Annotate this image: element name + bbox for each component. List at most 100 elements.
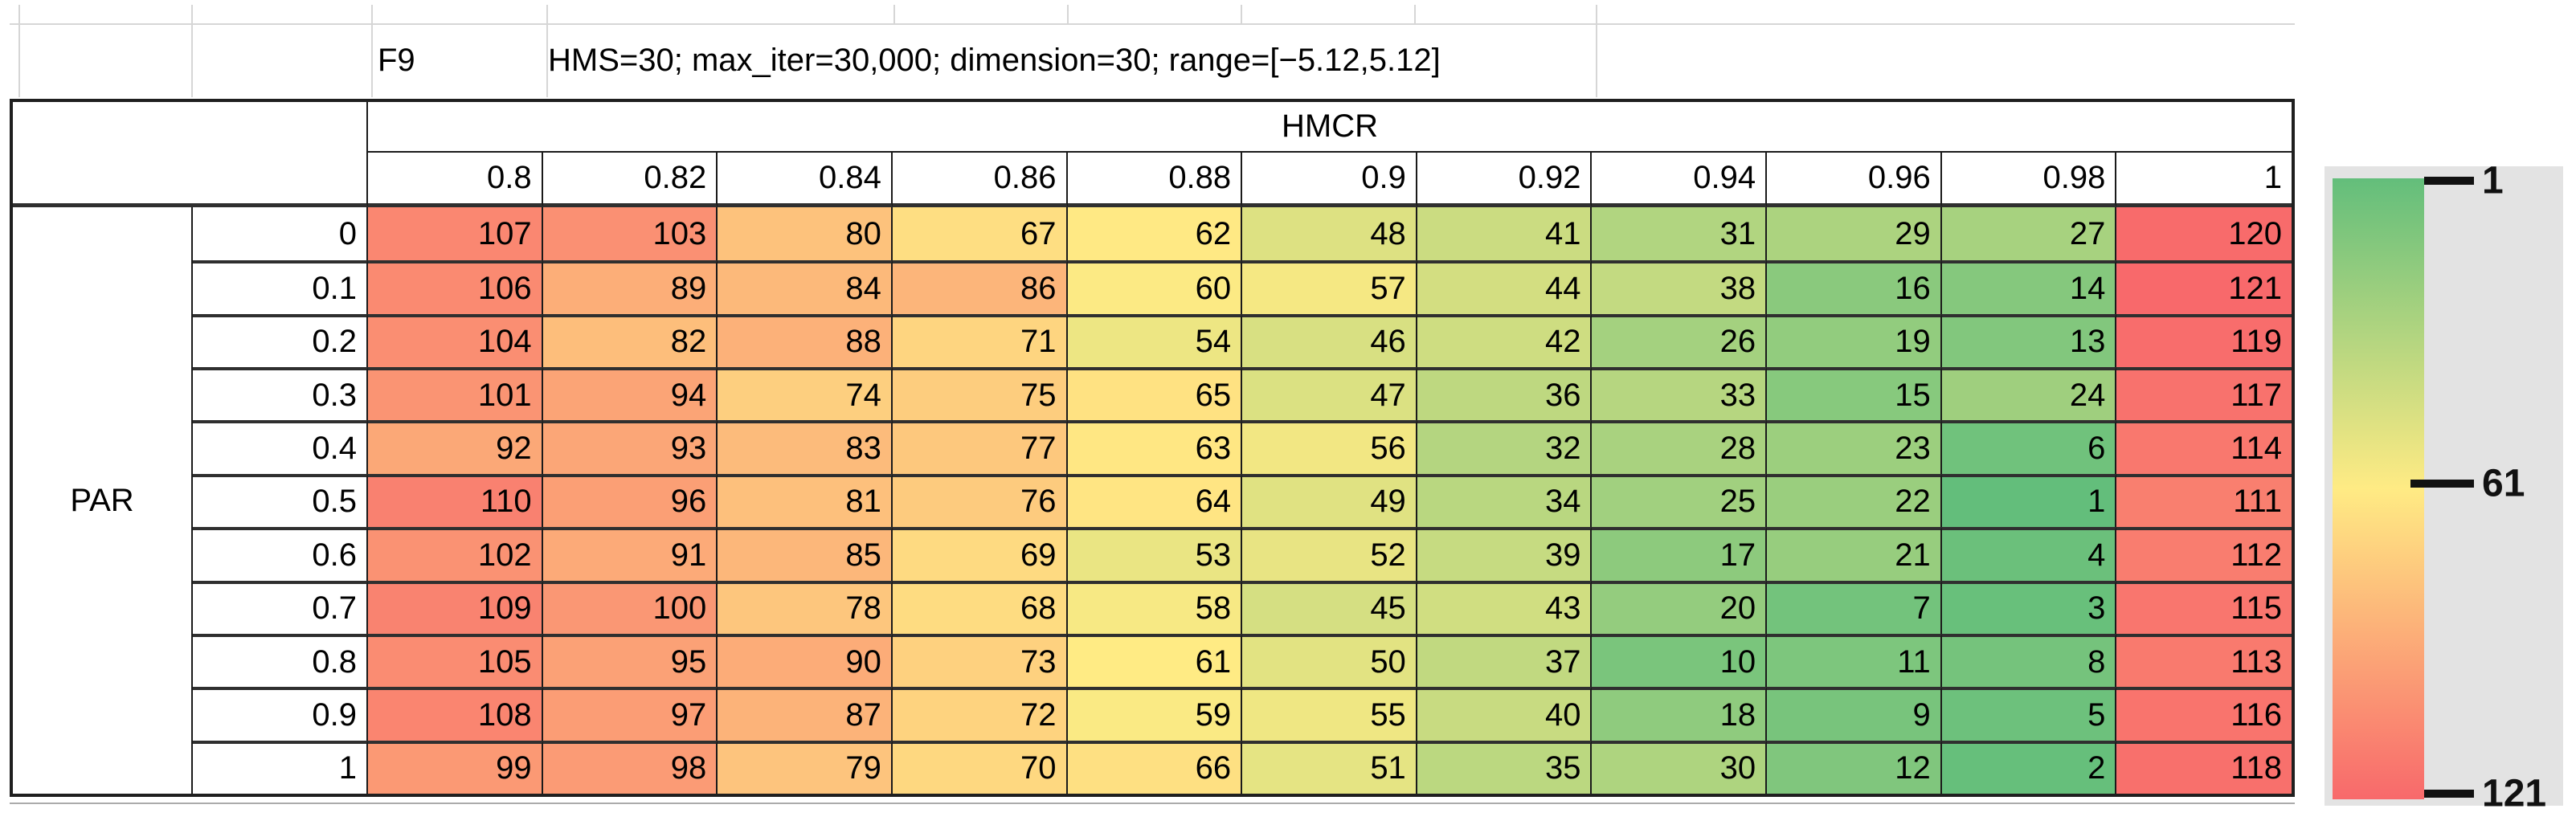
row-label-par-0.9: 0.9 <box>193 687 368 741</box>
col-header-hmcr-0.96: 0.96 <box>1767 153 1942 207</box>
heatmap-cell: 76 <box>892 473 1068 528</box>
heatmap-cell: 117 <box>2116 367 2292 421</box>
heatmap-cell: 5 <box>1941 687 2117 741</box>
sheet-gridline <box>1241 5 1242 23</box>
heatmap-cell: 19 <box>1767 313 1942 368</box>
corner-cell <box>13 102 368 207</box>
heatmap-cell: 33 <box>1592 367 1768 421</box>
heatmap-cell: 4 <box>1941 527 2117 581</box>
heatmap-cell: 105 <box>368 633 543 688</box>
heatmap-cell: 67 <box>892 207 1068 261</box>
heatmap-cell: 16 <box>1767 260 1942 314</box>
heatmap-cell: 23 <box>1767 420 1942 474</box>
heatmap-cell: 44 <box>1417 260 1593 314</box>
col-header-hmcr-0.8: 0.8 <box>368 153 543 207</box>
heatmap-cell: 74 <box>718 367 893 421</box>
heatmap-cell: 109 <box>368 580 543 634</box>
heatmap-cell: 60 <box>1067 260 1243 314</box>
heatmap-cell: 89 <box>542 260 718 314</box>
heatmap-cell: 35 <box>1417 740 1593 794</box>
heatmap-cell: 97 <box>542 687 718 741</box>
heatmap-cell: 64 <box>1067 473 1243 528</box>
legend-tick-top <box>2424 177 2474 185</box>
heatmap-cell: 17 <box>1592 527 1768 581</box>
heatmap-cell: 21 <box>1767 527 1942 581</box>
heatmap-cell: 38 <box>1592 260 1768 314</box>
sheet-gridline <box>18 5 20 97</box>
sheet-gridline <box>546 5 548 97</box>
heatmap-cell: 29 <box>1767 207 1942 261</box>
heatmap-cell: 14 <box>1941 260 2117 314</box>
heatmap-cell: 116 <box>2116 687 2292 741</box>
heatmap-cell: 91 <box>542 527 718 581</box>
heatmap-cell: 78 <box>718 580 893 634</box>
sheet-gridline <box>1414 5 1416 23</box>
experiment-params-cell: HMS=30; max_iter=30,000; dimension=30; r… <box>548 42 1441 78</box>
heatmap-cell: 2 <box>1941 740 2117 794</box>
col-header-hmcr-1: 1 <box>2116 153 2292 207</box>
heatmap-cell: 106 <box>368 260 543 314</box>
heatmap-cell: 118 <box>2116 740 2292 794</box>
par-group-header: PAR <box>13 207 193 794</box>
heatmap-cell: 47 <box>1242 367 1417 421</box>
heatmap-cell: 98 <box>542 740 718 794</box>
col-header-hmcr-0.9: 0.9 <box>1242 153 1417 207</box>
function-id-cell: F9 <box>378 42 415 78</box>
col-header-hmcr-0.94: 0.94 <box>1592 153 1768 207</box>
heatmap-cell: 72 <box>892 687 1068 741</box>
heatmap-cell: 63 <box>1067 420 1243 474</box>
sheet-gridline <box>893 5 895 23</box>
heatmap-cell: 54 <box>1067 313 1243 368</box>
heatmap-cell: 34 <box>1417 473 1593 528</box>
legend-label-mid: 61 <box>2482 462 2525 505</box>
legend-tick-mid <box>2410 480 2474 488</box>
heatmap-cell: 7 <box>1767 580 1942 634</box>
heatmap-cell: 53 <box>1067 527 1243 581</box>
heatmap-cell: 28 <box>1592 420 1768 474</box>
col-header-hmcr-0.84: 0.84 <box>718 153 893 207</box>
row-label-par-0.8: 0.8 <box>193 633 368 688</box>
heatmap-cell: 83 <box>718 420 893 474</box>
heatmap-cell: 121 <box>2116 260 2292 314</box>
heatmap-cell: 20 <box>1592 580 1768 634</box>
heatmap-cell: 93 <box>542 420 718 474</box>
heatmap-cell: 108 <box>368 687 543 741</box>
legend-tick-bottom <box>2424 790 2474 798</box>
heatmap-cell: 57 <box>1242 260 1417 314</box>
heatmap-cell: 120 <box>2116 207 2292 261</box>
heatmap-cell: 39 <box>1417 527 1593 581</box>
heatmap-cell: 113 <box>2116 633 2292 688</box>
heatmap-cell: 30 <box>1592 740 1768 794</box>
heatmap-cell: 1 <box>1941 473 2117 528</box>
col-header-hmcr-0.88: 0.88 <box>1067 153 1243 207</box>
gradient-bar <box>2333 178 2424 799</box>
heatmap-cell: 13 <box>1941 313 2117 368</box>
heatmap-cell: 27 <box>1941 207 2117 261</box>
heatmap-cell: 66 <box>1067 740 1243 794</box>
heatmap-cell: 3 <box>1941 580 2117 634</box>
heatmap-cell: 69 <box>892 527 1068 581</box>
heatmap-cell: 77 <box>892 420 1068 474</box>
heatmap-cell: 36 <box>1417 367 1593 421</box>
heatmap-cell: 8 <box>1941 633 2117 688</box>
col-header-hmcr-0.86: 0.86 <box>892 153 1068 207</box>
heatmap-cell: 102 <box>368 527 543 581</box>
heatmap-cell: 25 <box>1592 473 1768 528</box>
col-header-hmcr-0.92: 0.92 <box>1417 153 1593 207</box>
heatmap-cell: 115 <box>2116 580 2292 634</box>
heatmap-cell: 24 <box>1941 367 2117 421</box>
sheet-gridline <box>1596 5 1597 97</box>
heatmap-cell: 95 <box>542 633 718 688</box>
heatmap-cell: 11 <box>1767 633 1942 688</box>
heatmap-cell: 110 <box>368 473 543 528</box>
legend-label-min: 1 <box>2482 159 2504 202</box>
heatmap-cell: 75 <box>892 367 1068 421</box>
heatmap-cell: 43 <box>1417 580 1593 634</box>
row-label-par-0.4: 0.4 <box>193 420 368 474</box>
heatmap-cell: 65 <box>1067 367 1243 421</box>
hmcr-group-header: HMCR <box>368 102 2292 153</box>
heatmap-cell: 70 <box>892 740 1068 794</box>
heatmap-cell: 73 <box>892 633 1068 688</box>
heatmap-cell: 111 <box>2116 473 2292 528</box>
heatmap-cell: 87 <box>718 687 893 741</box>
